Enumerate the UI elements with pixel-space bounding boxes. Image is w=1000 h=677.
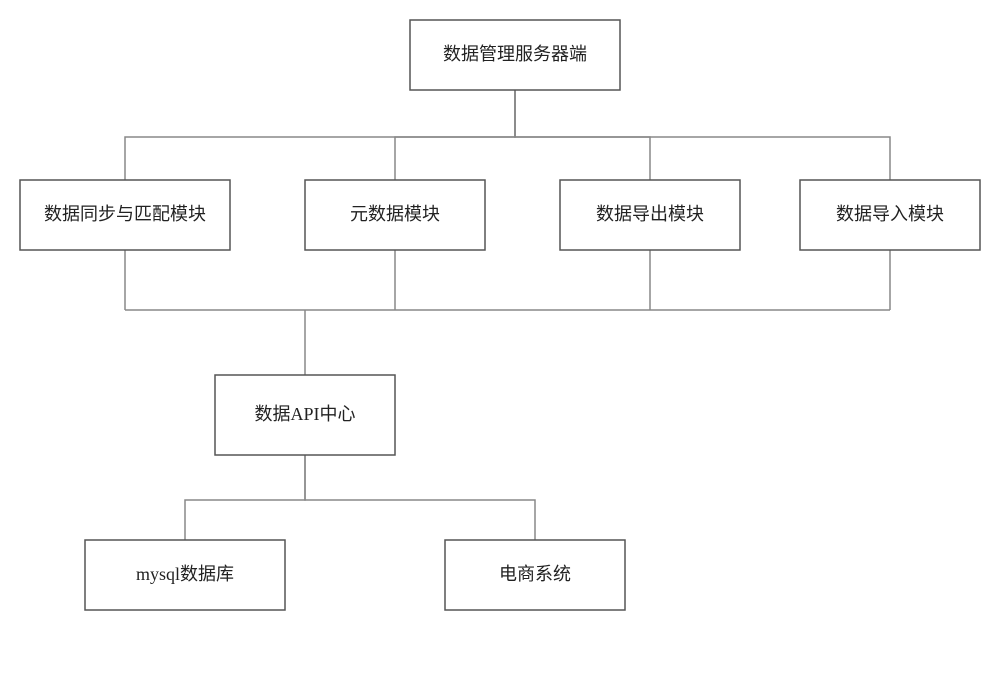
node-meta: 元数据模块: [305, 180, 485, 250]
node-label: 数据导入模块: [836, 204, 944, 224]
node-label: mysql数据库: [136, 564, 234, 584]
node-label: 数据管理服务器端: [443, 44, 587, 64]
edge: [515, 90, 890, 180]
edge: [125, 90, 515, 180]
edge: [515, 90, 650, 180]
nodes-layer: 数据管理服务器端数据同步与匹配模块 元数据模块 数据导出模块 数据导入模块数据API中…: [20, 20, 980, 610]
diagram-canvas: 数据管理服务器端数据同步与匹配模块 元数据模块 数据导出模块 数据导入模块数据API中…: [0, 0, 1000, 677]
node-ecom: 电商系统: [445, 540, 625, 610]
node-label: 数据同步与匹配模块: [44, 204, 206, 224]
edges-layer: [125, 90, 890, 540]
node-sync: 数据同步与匹配模块: [20, 180, 230, 250]
node-export: 数据导出模块: [560, 180, 740, 250]
node-mysql: mysql数据库: [85, 540, 285, 610]
node-label: 数据API中心: [254, 404, 355, 424]
edge: [395, 90, 515, 180]
node-label: 电商系统: [499, 564, 571, 584]
node-api: 数据API中心: [215, 375, 395, 455]
node-label: 元数据模块: [350, 204, 440, 224]
node-label: 数据导出模块: [596, 204, 704, 224]
node-import: 数据导入模块: [800, 180, 980, 250]
node-root: 数据管理服务器端: [410, 20, 620, 90]
edge: [185, 455, 305, 540]
edge: [305, 455, 535, 540]
